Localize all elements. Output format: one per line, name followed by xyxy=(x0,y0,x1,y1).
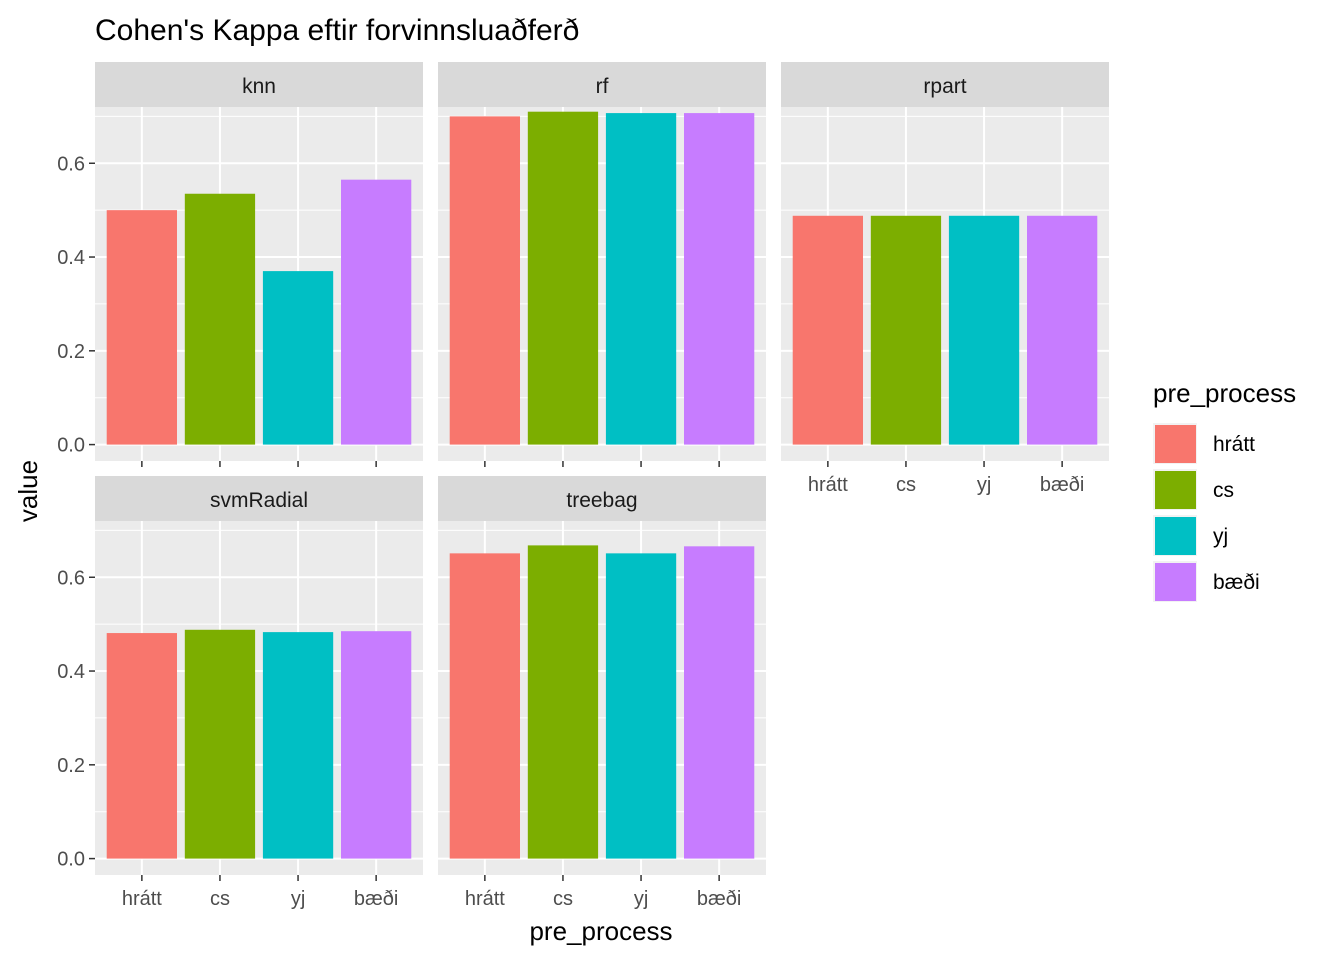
x-tick-label: cs xyxy=(553,888,573,910)
bar-rpart-cs xyxy=(870,215,942,445)
bar-rf-yj xyxy=(605,113,677,445)
x-tick-label: hrátt xyxy=(465,888,505,910)
x-tick-label: hrátt xyxy=(808,474,848,496)
legend-swatch xyxy=(1155,517,1196,555)
x-tick-label: hrátt xyxy=(122,888,162,910)
x-tick-label: cs xyxy=(896,474,916,496)
y-tick-label: 0.6 xyxy=(57,567,85,589)
legend-label: yj xyxy=(1213,525,1228,548)
bar-treebag-bæði xyxy=(684,546,755,859)
facet-strip-label: svmRadial xyxy=(210,489,308,512)
bar-treebag-hrátt xyxy=(449,553,520,859)
facet-strip-label: knn xyxy=(242,75,276,98)
facet-strip xyxy=(95,476,423,521)
bar-rf-hrátt xyxy=(449,116,520,445)
x-tick-label: yj xyxy=(634,888,648,910)
bar-treebag-yj xyxy=(605,553,677,859)
facet-panel-rpart: rpart hrátt cs yj bæði xyxy=(781,62,1109,496)
x-tick-label: cs xyxy=(210,888,230,910)
y-axis-title: value xyxy=(13,460,43,522)
legend-label: bæði xyxy=(1213,571,1260,594)
bar-svmRadial-bæði xyxy=(341,631,412,859)
bar-knn-yj xyxy=(262,271,334,445)
y-tick-label: 0.4 xyxy=(57,661,85,683)
legend-swatch xyxy=(1155,471,1196,509)
legend-swatch xyxy=(1155,563,1196,601)
y-tick-label: 0.2 xyxy=(57,341,85,363)
bar-rf-cs xyxy=(527,111,599,445)
facet-strip xyxy=(438,62,766,107)
facet-strip xyxy=(95,62,423,107)
x-axis-title: pre_process xyxy=(529,916,672,946)
bar-treebag-cs xyxy=(527,545,599,859)
x-tick-label: bæði xyxy=(1040,474,1084,496)
y-tick-label: 0.0 xyxy=(57,849,85,871)
legend: pre_process hrátt cs yj bæði xyxy=(1153,378,1296,602)
legend-swatch xyxy=(1155,425,1196,463)
x-tick-label: yj xyxy=(977,474,991,496)
facet-panel-treebag: treebag hrátt cs yj bæði xyxy=(438,476,766,910)
legend-item-hrátt: hrátt xyxy=(1153,423,1255,464)
y-tick-label: 0.6 xyxy=(57,153,85,175)
y-tick-label: 0.4 xyxy=(57,247,85,269)
bar-svmRadial-yj xyxy=(262,632,334,859)
x-tick-label: bæði xyxy=(354,888,398,910)
bar-svmRadial-hrátt xyxy=(106,633,177,859)
x-tick-label: bæði xyxy=(697,888,741,910)
legend-label: hrátt xyxy=(1213,433,1255,456)
legend-item-bæði: bæði xyxy=(1153,561,1260,602)
facet-panel-svmRadial: svmRadial 0.0 0.2 0.4 0.6 hrátt cs yj bæði xyxy=(57,476,423,910)
bar-rpart-yj xyxy=(948,215,1020,445)
bar-knn-bæði xyxy=(341,179,412,445)
facet-strip-label: rf xyxy=(596,75,609,98)
chart-title: Cohen's Kappa eftir forvinnsluaðferð xyxy=(95,14,579,47)
legend-item-cs: cs xyxy=(1153,469,1234,510)
legend-label: cs xyxy=(1213,479,1234,502)
bar-rpart-hrátt xyxy=(792,215,863,445)
facet-strip xyxy=(438,476,766,521)
bar-svmRadial-cs xyxy=(184,629,256,859)
x-tick-label: yj xyxy=(291,888,305,910)
facet-strip xyxy=(781,62,1109,107)
y-tick-label: 0.2 xyxy=(57,755,85,777)
facet-strip-label: treebag xyxy=(566,489,637,512)
bar-knn-cs xyxy=(184,193,256,445)
facet-panel-knn: knn 0.0 0.2 0.4 0.6 xyxy=(57,62,423,467)
bar-rpart-bæði xyxy=(1027,215,1098,445)
y-tick-label: 0.0 xyxy=(57,435,85,457)
facet-panel-rf: rf xyxy=(438,62,766,467)
legend-item-yj: yj xyxy=(1153,515,1228,556)
bar-rf-bæði xyxy=(684,113,755,445)
facet-strip-label: rpart xyxy=(923,75,966,98)
bar-knn-hrátt xyxy=(106,210,177,445)
legend-title: pre_process xyxy=(1153,378,1296,408)
